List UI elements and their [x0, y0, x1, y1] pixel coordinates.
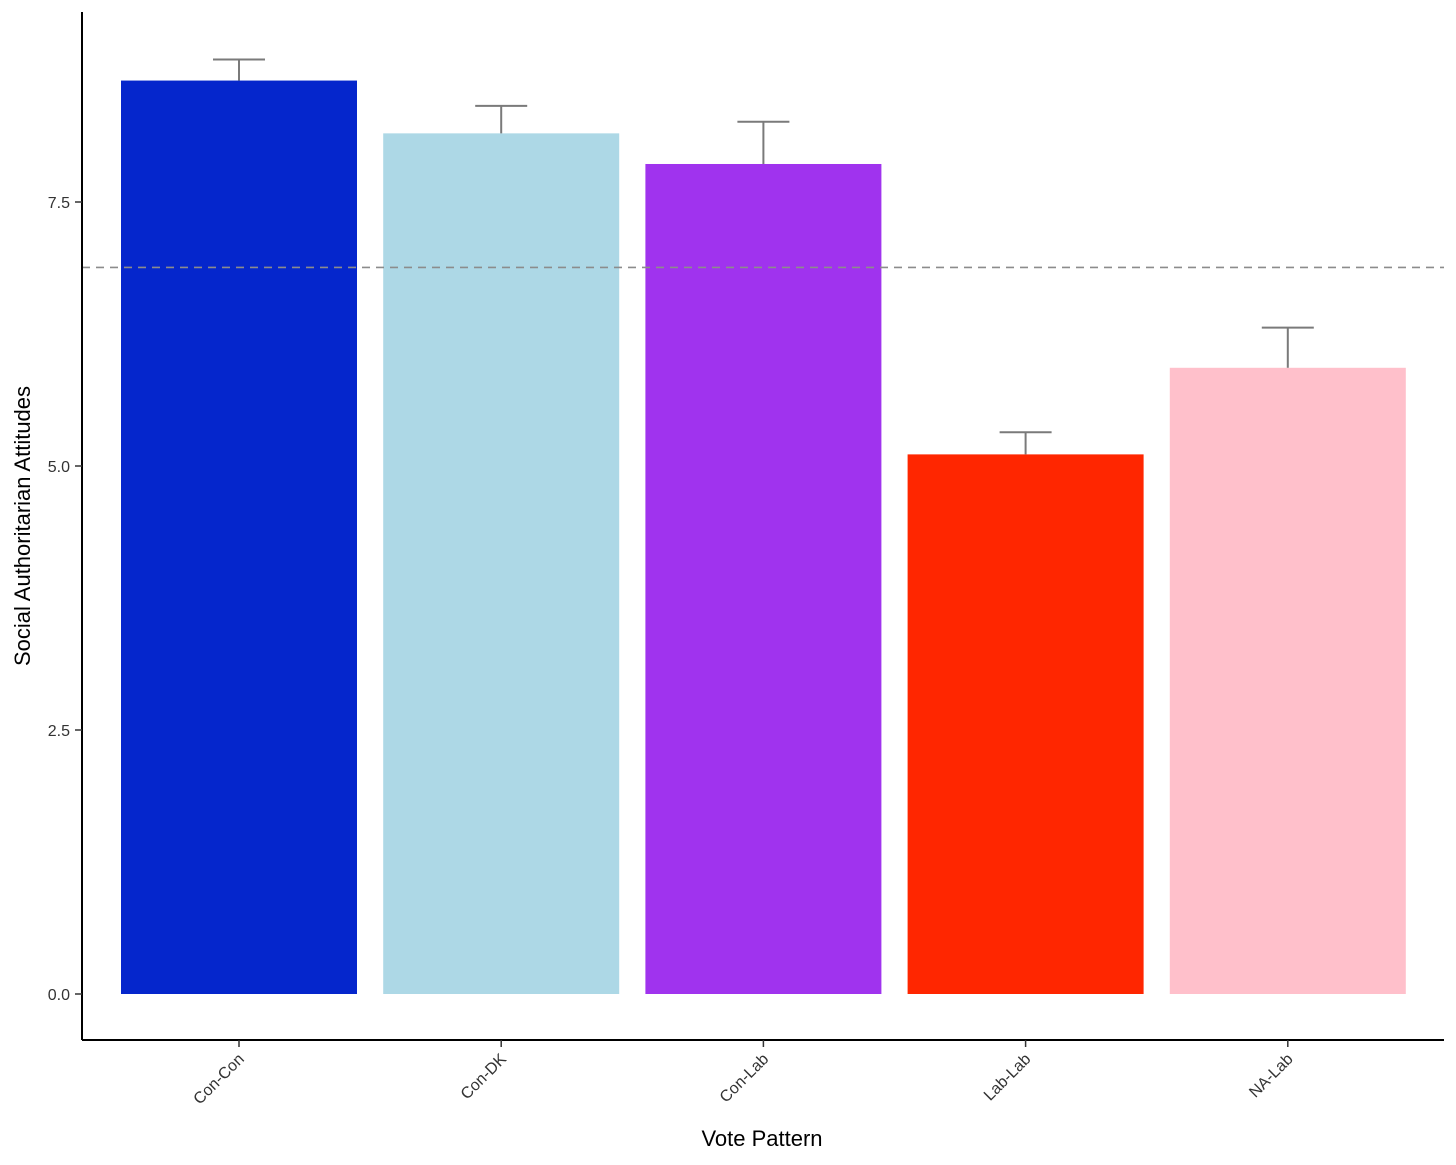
y-axis-title: Social Authoritarian Attitudes	[10, 386, 35, 666]
bar-lab-lab	[907, 454, 1144, 994]
x-axis-title: Vote Pattern	[701, 1126, 822, 1151]
bar-na-lab	[1169, 367, 1406, 994]
y-tick-label: 5.0	[48, 459, 70, 476]
y-tick-label: 7.5	[48, 195, 70, 212]
x-tick-label: Lab-Lab	[981, 1051, 1035, 1105]
bar-con-lab	[645, 163, 882, 994]
x-tick-label: Con-DK	[458, 1051, 510, 1103]
x-tick-label: Con-Lab	[717, 1051, 772, 1106]
bar-con-dk	[383, 133, 620, 995]
x-tick-label: NA-Lab	[1246, 1051, 1296, 1101]
x-axis-ticks: Con-Con Con-DK Con-Lab Lab-Lab NA-Lab	[191, 1040, 1297, 1108]
y-axis-ticks: 0.0 2.5 5.0 7.5	[48, 195, 82, 1004]
y-tick-label: 2.5	[48, 723, 70, 740]
bar-con-con	[121, 80, 357, 994]
bars-layer	[121, 80, 1406, 995]
y-tick-label: 0.0	[48, 987, 70, 1004]
error-bars-layer	[213, 58, 1314, 455]
x-tick-label: Con-Con	[191, 1051, 248, 1108]
